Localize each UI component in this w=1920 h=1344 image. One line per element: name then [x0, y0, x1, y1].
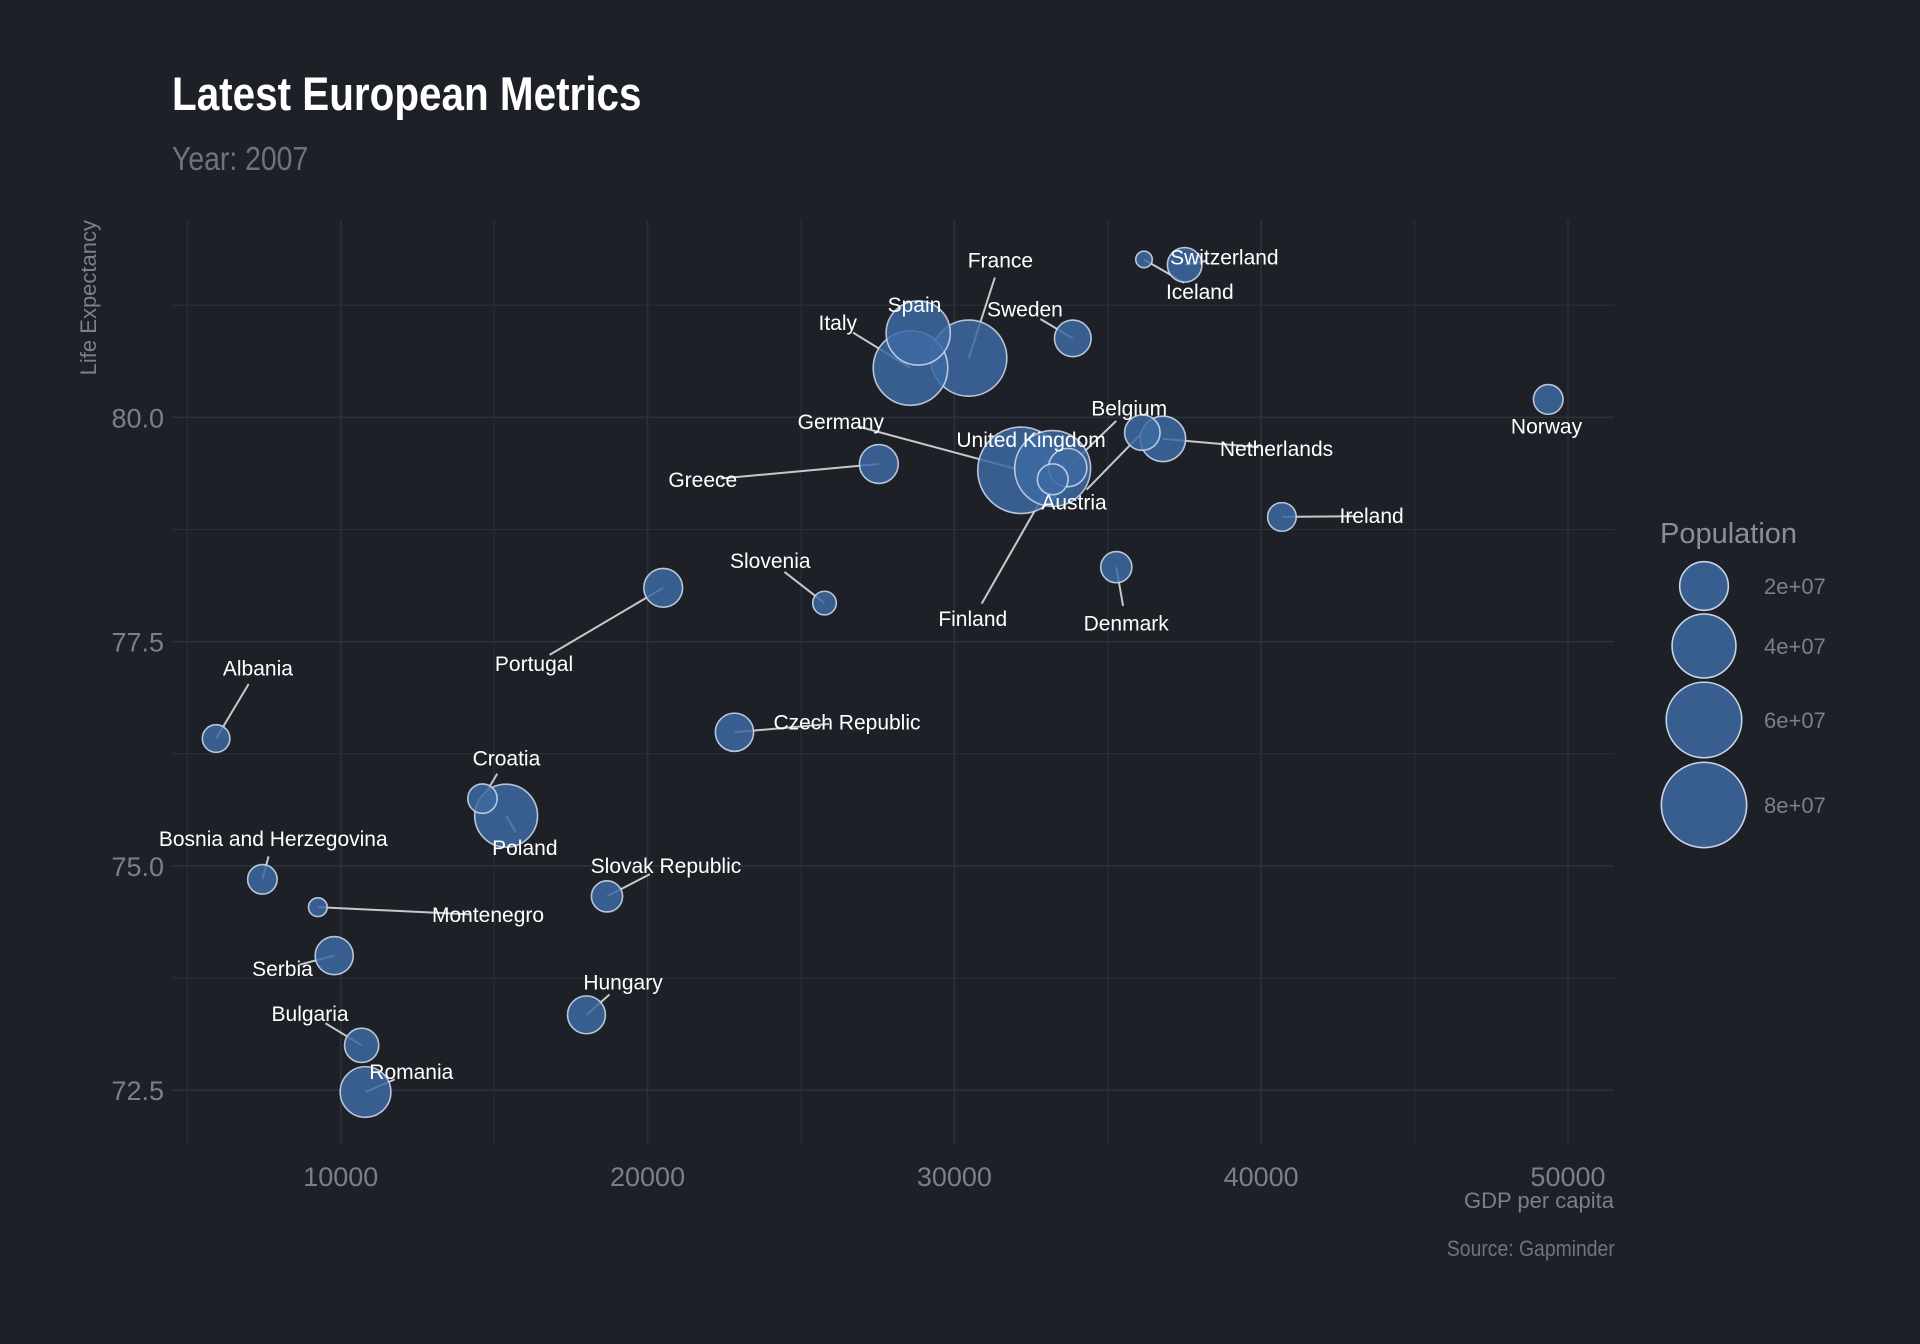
- bubble-ireland: [1266, 501, 1298, 533]
- x-tick-label: 30000: [917, 1162, 992, 1192]
- point-label: Finland: [938, 608, 1007, 631]
- legend-label: 4e+07: [1764, 634, 1826, 659]
- bubble-slovenia: [811, 590, 838, 616]
- point-label: Greece: [668, 469, 737, 492]
- chart-title: Latest European Metrics: [172, 67, 642, 120]
- bubble-switzerland: [1166, 246, 1203, 283]
- legend-label: 8e+07: [1764, 793, 1826, 818]
- bubble-hungary: [566, 995, 607, 1035]
- legend-key: [1665, 681, 1743, 759]
- legend-title: Population: [1660, 518, 1797, 550]
- point-label: Bulgaria: [272, 1003, 349, 1026]
- bubble-slovak-republic: [590, 880, 624, 913]
- point-label: Sweden: [987, 299, 1063, 322]
- axis-ticks: 10000 20000 30000 40000 50000 72.5 75.0 77.5 80.…: [111, 403, 1605, 1192]
- legend-key: [1671, 613, 1737, 679]
- bubble-montenegro: [307, 896, 329, 918]
- point-label: France: [968, 249, 1033, 272]
- point-label: Serbia: [252, 958, 313, 981]
- bubble-sweden: [1053, 319, 1092, 358]
- bubble-iceland: [1134, 250, 1154, 269]
- grid: [172, 220, 1614, 1144]
- label-connector: [549, 586, 664, 656]
- legend-key: [1660, 761, 1748, 849]
- x-axis-title: GDP per capita: [1464, 1188, 1615, 1213]
- point-label: United Kingdom: [956, 429, 1105, 452]
- point-label: Croatia: [473, 747, 541, 770]
- point-label: Italy: [819, 312, 858, 335]
- y-tick-label: 75.0: [111, 852, 164, 882]
- bubble-spain: [885, 300, 952, 366]
- y-axis-title: Life Expectancy: [76, 220, 101, 375]
- label-connector: [317, 906, 471, 916]
- bubble-romania: [339, 1065, 392, 1119]
- x-tick-label: 40000: [1224, 1162, 1299, 1192]
- point-label: Netherlands: [1220, 438, 1333, 461]
- point-label: Belgium: [1091, 397, 1167, 420]
- point-label: Slovenia: [730, 550, 811, 573]
- point-label: Czech Republic: [773, 711, 920, 734]
- bubble-croatia: [466, 783, 498, 815]
- bubble-portugal: [643, 567, 684, 608]
- bubble-serbia: [314, 935, 355, 976]
- y-tick-label: 77.5: [111, 628, 164, 658]
- point-label: Hungary: [583, 972, 663, 995]
- point-label: Austria: [1041, 492, 1107, 515]
- source-caption: Source: Gapminder: [1447, 1236, 1615, 1261]
- bubble-czech-republic: [714, 712, 755, 753]
- point-label: Norway: [1511, 415, 1583, 438]
- bubble-austria: [1123, 414, 1161, 452]
- legend-key: [1678, 560, 1730, 612]
- point-label: Montenegro: [432, 904, 544, 927]
- x-tick-label: 10000: [303, 1162, 378, 1192]
- population-legend: Population 2e+07 4e+07 6e+07 8e+07: [1660, 518, 1826, 849]
- point-label: Spain: [888, 294, 942, 317]
- chart-subtitle: Year: 2007: [172, 140, 309, 177]
- point-label: Ireland: [1340, 505, 1404, 528]
- y-tick-label: 80.0: [111, 403, 164, 433]
- legend-label: 2e+07: [1764, 574, 1826, 599]
- label-connectors: [215, 258, 1354, 1093]
- point-label: Romania: [369, 1061, 453, 1084]
- bubble-greece: [858, 443, 900, 485]
- bubble-norway: [1532, 383, 1564, 416]
- x-tick-label: 20000: [610, 1162, 685, 1192]
- bubble-bulgaria: [343, 1027, 380, 1064]
- point-labels: Albania Austria Belgium Bosnia and Herzegov…: [159, 247, 1583, 1085]
- point-label: Slovak Republic: [591, 855, 742, 878]
- label-connector: [720, 463, 879, 480]
- point-label: Switzerland: [1170, 247, 1279, 270]
- point-label: Poland: [492, 837, 557, 860]
- point-label: Denmark: [1084, 613, 1170, 636]
- bubbles: [201, 246, 1564, 1119]
- x-tick-label: 50000: [1530, 1162, 1605, 1192]
- point-label: Bosnia and Herzegovina: [159, 828, 388, 851]
- point-label: Iceland: [1166, 281, 1234, 304]
- point-label: Portugal: [495, 653, 573, 676]
- point-label: Albania: [223, 658, 293, 681]
- legend-label: 6e+07: [1764, 708, 1826, 733]
- bubble-finland: [1036, 463, 1069, 496]
- bubble-bosnia-and-herzegovina: [246, 863, 278, 895]
- bubble-denmark: [1099, 550, 1133, 584]
- y-tick-label: 72.5: [111, 1076, 164, 1106]
- bubble-albania: [201, 723, 231, 754]
- point-label: Germany: [798, 411, 885, 434]
